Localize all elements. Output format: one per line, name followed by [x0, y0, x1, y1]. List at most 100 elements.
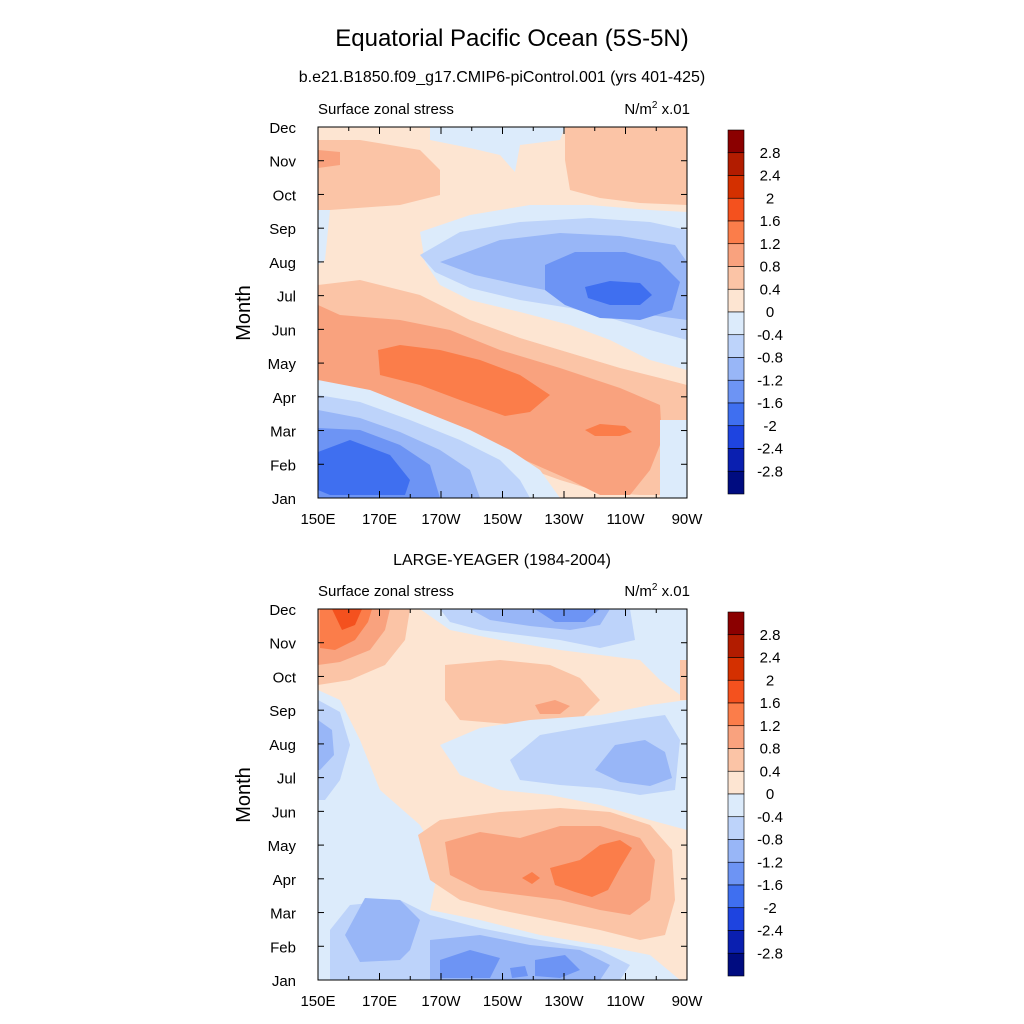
x-tick-label: 150E: [300, 511, 335, 528]
panel-subtitle: b.e21.B1850.f09_g17.CMIP6-piControl.001 …: [299, 69, 705, 86]
x-tick-label: 150E: [300, 993, 335, 1010]
y-tick-label: Feb: [270, 457, 296, 474]
contour-region: [660, 420, 687, 498]
colorbar-swatch: [727, 839, 745, 863]
y-tick-label: Nov: [269, 636, 296, 653]
colorbar-swatch: [727, 884, 745, 909]
colorbar-swatch: [727, 470, 745, 495]
colorbar-swatch: [727, 197, 745, 222]
x-tick-label: 170E: [362, 993, 397, 1010]
colorbar-swatch: [727, 448, 745, 472]
contour-region: [535, 609, 600, 622]
colorbar-swatch: [727, 175, 745, 199]
x-tick-label: 130W: [544, 511, 584, 528]
contour-region: [535, 700, 570, 714]
colorbar-label: -0.4: [757, 327, 783, 344]
colorbar-label: 1.2: [760, 236, 781, 253]
x-tick-label: 170W: [421, 511, 461, 528]
y-tick-label: Jul: [277, 771, 296, 788]
y-tick-label: Dec: [269, 120, 296, 137]
y-tick-label: Aug: [269, 737, 296, 754]
colorbar-swatch: [727, 402, 745, 427]
colorbar-label: 2.8: [760, 145, 781, 162]
y-tick-label: Jun: [272, 804, 296, 821]
colorbar-label: 1.6: [760, 695, 781, 712]
contour-region: [595, 740, 672, 786]
y-tick-label: Jan: [272, 491, 296, 508]
left-label: Surface zonal stress: [318, 101, 454, 118]
contour-region: [680, 660, 687, 700]
contour-region: [522, 872, 540, 884]
colorbar-label: -2: [763, 900, 776, 917]
contour-region: [320, 609, 372, 650]
y-tick-label: Mar: [270, 424, 296, 441]
contour-region: [318, 140, 440, 210]
y-tick-label: May: [268, 356, 297, 373]
colorbar-swatch: [727, 793, 745, 818]
colorbar-label: 2.8: [760, 627, 781, 644]
x-tick-label: 110W: [606, 511, 645, 528]
contour-region: [440, 950, 500, 978]
contour-field: [318, 127, 687, 498]
colorbar-label: -0.8: [757, 832, 783, 849]
colorbar-label: 0.4: [760, 281, 781, 298]
y-tick-label: Feb: [270, 939, 296, 956]
x-tick-label: 150W: [483, 511, 523, 528]
colorbar-swatch: [727, 152, 745, 176]
units-label: N/m2 x.01: [624, 100, 690, 118]
panel-subtitle: LARGE-YEAGER (1984-2004): [393, 552, 611, 569]
colorbar-swatch: [727, 770, 745, 795]
colorbar-swatch: [727, 311, 745, 336]
colorbar-swatch: [727, 288, 745, 313]
colorbar: 2.8 2.4 2 1.6 1.2 0.8 0.4 0 -0.4 -0.8 -1.2 -1.6 -2 -2…: [727, 129, 783, 495]
colorbar-label: -0.8: [757, 350, 783, 367]
colorbar-label: 0.8: [760, 741, 781, 758]
colorbar: 2.8 2.4 2 1.6 1.2 0.8 0.4 0 -0.4 -0.8 -1.2 -1.6 -2 -2…: [727, 611, 783, 977]
y-tick-label: Jul: [277, 289, 296, 306]
contour-region: [318, 150, 340, 168]
left-label: Surface zonal stress: [318, 583, 454, 600]
contour-region: [318, 720, 334, 770]
colorbar-label: 1.6: [760, 213, 781, 230]
contour-region: [332, 609, 362, 630]
panel-large-yeager: LARGE-YEAGER (1984-2004) Surface zonal s…: [233, 552, 783, 1010]
colorbar-swatch: [727, 266, 745, 290]
colorbar-swatch: [727, 425, 745, 449]
y-tick-label: Oct: [273, 187, 297, 204]
y-tick-label: Mar: [270, 906, 296, 923]
colorbar-swatch: [727, 129, 745, 154]
colorbar-label: -2.8: [757, 463, 783, 480]
colorbar-label: 2.4: [760, 650, 781, 667]
colorbar-swatch: [727, 243, 745, 267]
colorbar-swatch: [727, 725, 745, 749]
x-tick-label: 90W: [672, 511, 704, 528]
x-tick-label: 130W: [544, 993, 584, 1010]
colorbar-swatch: [727, 748, 745, 772]
colorbar-swatch: [727, 952, 745, 977]
colorbar-swatch: [727, 702, 745, 727]
colorbar-label: -1.2: [757, 372, 783, 389]
contour-region: [535, 955, 580, 978]
colorbar-label: 2: [766, 672, 774, 689]
colorbar-label: 0: [766, 786, 774, 803]
x-tick-label: 90W: [672, 993, 704, 1010]
y-tick-label: Sep: [269, 703, 296, 720]
contour-region: [550, 840, 632, 897]
colorbar-swatch: [727, 930, 745, 954]
contour-region: [510, 966, 528, 978]
colorbar-swatch: [727, 611, 745, 636]
y-tick-label: Sep: [269, 221, 296, 238]
colorbar-label: -0.4: [757, 809, 783, 826]
colorbar-label: -2.4: [757, 923, 783, 940]
contour-region: [318, 700, 350, 800]
y-axis: Jan Feb Mar Apr May Jun Jul Aug Sep Oct Nov Dec: [268, 120, 687, 508]
contour-region: [318, 440, 410, 495]
colorbar-label: -2.4: [757, 441, 783, 458]
colorbar-swatch: [727, 679, 745, 704]
colorbar-label: 0.8: [760, 259, 781, 276]
x-tick-label: 150W: [483, 993, 523, 1010]
colorbar-swatch: [727, 357, 745, 381]
colorbar-swatch: [727, 334, 745, 358]
units-label: N/m2 x.01: [624, 582, 690, 600]
colorbar-label: -1.6: [757, 395, 783, 412]
